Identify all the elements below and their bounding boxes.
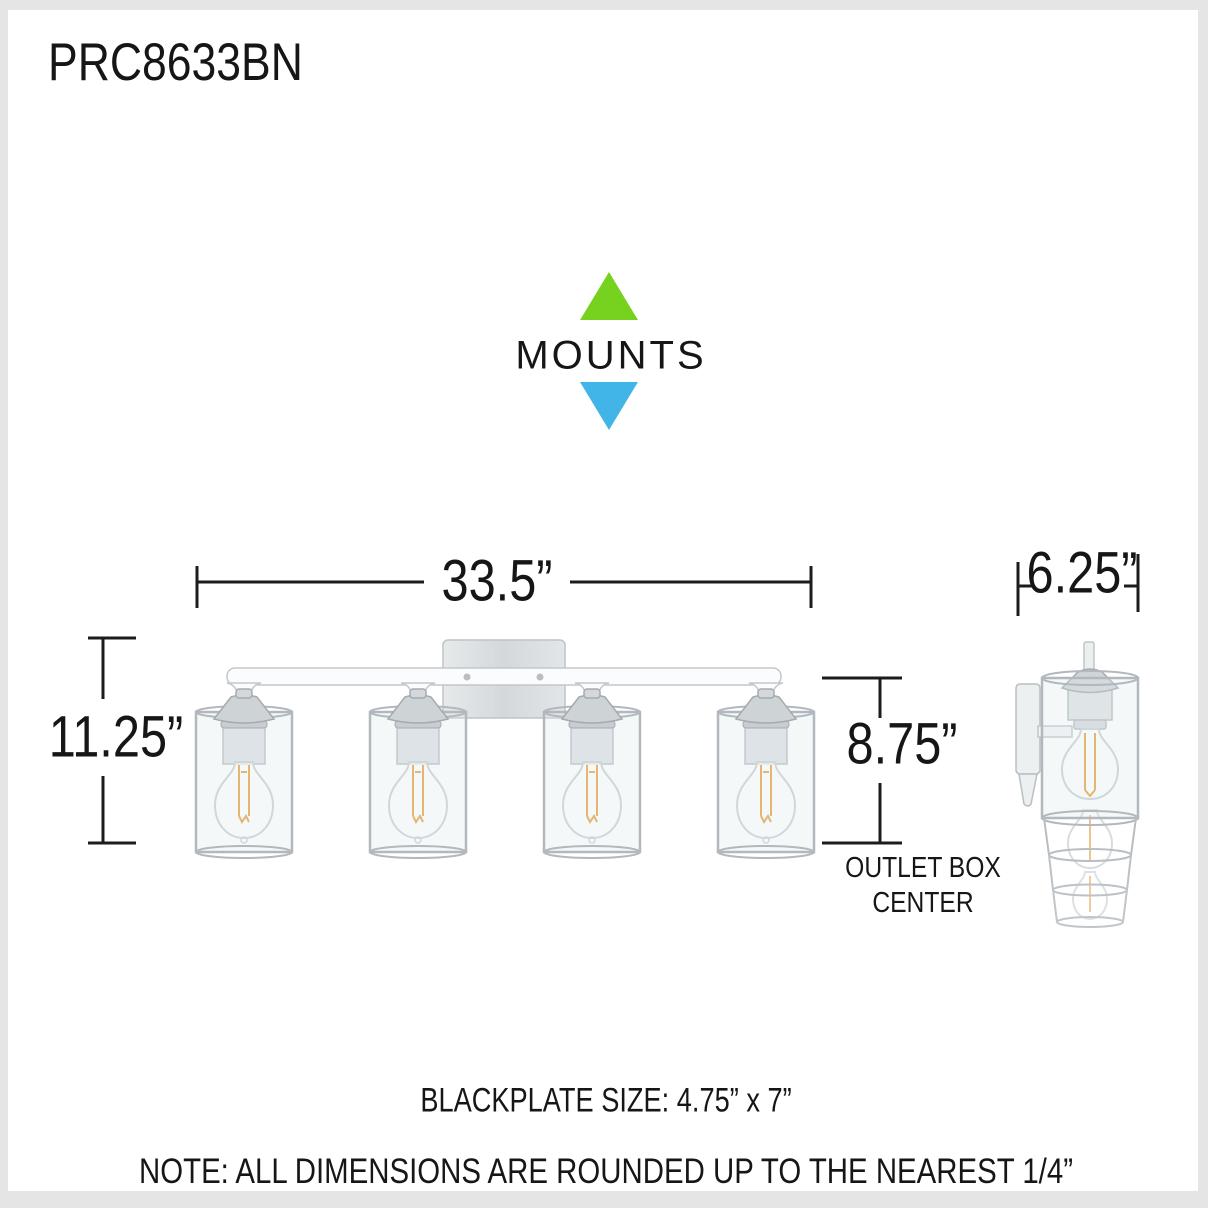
outlet-box-caption-line1: OUTLET BOX (845, 852, 1001, 885)
dimensions-rounding-note: NOTE: ALL DIMENSIONS ARE ROUNDED UP TO T… (139, 1152, 1073, 1191)
mount-up-arrow-icon (580, 272, 638, 320)
page-title: PRC8633BN (48, 33, 303, 92)
dimension-line-height (88, 636, 136, 845)
outlet-box-caption-line2: CENTER (872, 887, 974, 919)
dimension-line-outlet (822, 676, 902, 845)
dimension-outlet-box-label: 8.75” (846, 711, 958, 777)
backplate-size-note: BLACKPLATE SIZE: 4.75” x 7” (420, 1081, 792, 1120)
dimension-line-depth (1016, 554, 1140, 616)
dimension-depth-label: 6.25” (1026, 540, 1138, 606)
vanity-light-front-view (194, 639, 816, 860)
dimension-lines (88, 554, 1140, 845)
dimension-line-width (195, 566, 813, 608)
canvas (8, 10, 1198, 1191)
outlet-box-center-caption: OUTLET BOX CENTER (845, 851, 1001, 921)
mount-down-arrow-icon (580, 382, 638, 430)
vanity-light-side-view (1015, 641, 1140, 928)
mounts-label: MOUNTS (515, 333, 707, 378)
dimension-width-label: 33.5” (441, 548, 553, 614)
dimension-height-label: 11.25” (48, 704, 184, 770)
